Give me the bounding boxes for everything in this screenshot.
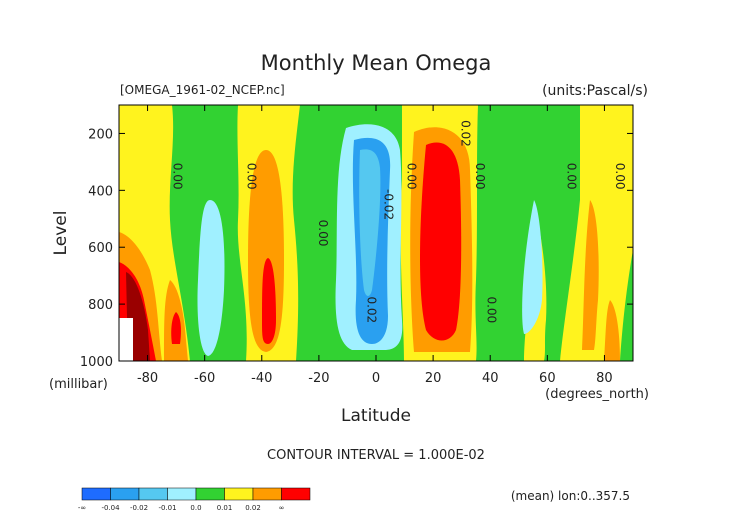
core-cyan-nh <box>522 200 543 334</box>
x-tick-label: 60 <box>539 371 556 386</box>
y-tick-label: 800 <box>88 298 113 313</box>
contour-label: 0.02 <box>364 296 378 323</box>
y-axis: 200 400 600 800 1000 <box>80 127 633 370</box>
contour-interval-text: CONTOUR INTERVAL = 1.000E-02 <box>267 448 485 463</box>
y-tick-label: 600 <box>88 241 113 256</box>
x-axis-units: (degrees_north) <box>545 387 649 402</box>
legend-swatch <box>81 487 111 501</box>
legend-swatch <box>110 487 140 501</box>
contour-label: 0.00 <box>564 163 578 190</box>
x-tick-label: -40 <box>251 371 272 386</box>
legend-swatch <box>195 487 225 501</box>
legend-swatch <box>138 487 168 501</box>
x-axis: -80 -60 -40 -20 0 20 40 60 80 <box>137 105 613 386</box>
color-legend: -∞ -0.04 -0.02 -0.01 0.0 0.01 0.02 ∞ <box>78 487 311 512</box>
x-tick-label: 40 <box>482 371 499 386</box>
x-tick-label: -60 <box>194 371 215 386</box>
y-axis-units: (millibar) <box>49 377 108 392</box>
core-cyan-sh <box>197 200 225 356</box>
legend-label: -∞ <box>78 504 86 512</box>
x-tick-label: -20 <box>308 371 329 386</box>
y-tick-label: 1000 <box>80 355 113 370</box>
core-orange-nh-pole <box>604 300 620 361</box>
legend-label: 0.01 <box>217 504 233 512</box>
core-red-sh-subpolar <box>171 312 181 344</box>
x-tick-label: -80 <box>137 371 158 386</box>
y-tick-label: 400 <box>88 184 113 199</box>
legend-label: -0.04 <box>101 504 120 512</box>
chart-title: Monthly Mean Omega <box>261 51 492 75</box>
plot-area: 0.00 0.00 0.00 -0.02 0.02 0.00 0.02 0.00 0.00 0.0… <box>119 105 633 361</box>
y-axis-label: Level <box>51 211 71 256</box>
legend-swatch <box>167 487 197 501</box>
missing-data-patch <box>119 318 133 361</box>
contour-label: 0.00 <box>404 163 418 190</box>
units-label: (units:Pascal/s) <box>542 83 648 99</box>
contour-labels: 0.00 0.00 0.00 -0.02 0.02 0.00 0.02 0.00 0.00 0.0… <box>170 120 627 323</box>
contour-label: 0.00 <box>170 163 184 190</box>
contour-label: 0.00 <box>613 163 627 190</box>
legend-swatch <box>281 487 311 501</box>
contour-label: 0.00 <box>245 163 259 190</box>
contour-label: 0.00 <box>316 220 330 247</box>
core-red-sh-mid <box>262 258 276 344</box>
legend-label: 0.02 <box>245 504 261 512</box>
x-tick-label: 80 <box>596 371 613 386</box>
legend-swatch <box>224 487 254 501</box>
footer-note: (mean) lon:0..357.5 <box>511 489 630 503</box>
core-red-nh-tropics <box>420 142 462 341</box>
core-lightblue-equator <box>359 149 381 296</box>
x-axis-label: Latitude <box>341 406 411 426</box>
contour-label: 0.00 <box>473 163 487 190</box>
legend-swatch <box>252 487 282 501</box>
x-tick-label: 20 <box>425 371 442 386</box>
x-tick-label: 0 <box>372 371 380 386</box>
contour-label: 0.00 <box>484 296 498 323</box>
legend-label: -0.01 <box>158 504 176 512</box>
y-tick-label: 200 <box>88 127 113 142</box>
core-orange-nh-high <box>582 200 599 350</box>
legend-label: -0.02 <box>130 504 148 512</box>
file-label: [OMEGA_1961-02_NCEP.nc] <box>120 83 285 97</box>
legend-label: 0.0 <box>190 504 201 512</box>
legend-label: ∞ <box>279 504 285 512</box>
contour-label: -0.02 <box>382 189 396 220</box>
contour-label: 0.02 <box>459 120 473 147</box>
